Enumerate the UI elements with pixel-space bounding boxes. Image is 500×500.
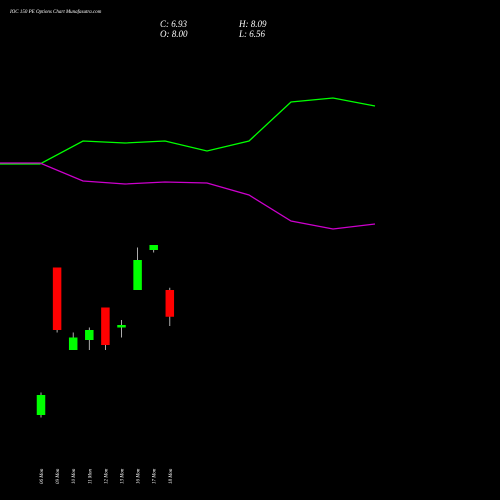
x-tick-label: 06 Mon bbox=[40, 468, 45, 484]
close-value: C: 6.93 bbox=[160, 19, 187, 29]
candle-body bbox=[149, 245, 158, 250]
low-value: L: 6.56 bbox=[239, 29, 266, 39]
x-tick-label: 13 Mon bbox=[121, 468, 126, 484]
high-value: H: 8.09 bbox=[239, 19, 267, 29]
x-tick-label: 16 Mon bbox=[137, 468, 142, 484]
candle-body bbox=[68, 337, 78, 350]
x-tick-label: 11 Mon bbox=[88, 468, 93, 484]
x-tick-label: 18 Mon bbox=[169, 468, 174, 484]
candle-body bbox=[165, 290, 175, 317]
candle-body bbox=[52, 267, 62, 330]
candle-body bbox=[117, 325, 126, 328]
indicator-line-2 bbox=[0, 162, 376, 230]
indicator-line-1 bbox=[0, 97, 376, 165]
candle-body bbox=[133, 260, 142, 290]
x-tick-label: 09 Mon bbox=[56, 468, 61, 484]
chart-title: IOC 150 PE Options Chart Munafasutra.com bbox=[10, 10, 102, 15]
candle-body bbox=[101, 307, 110, 345]
x-tick-label: 17 Mon bbox=[153, 468, 158, 484]
x-tick-label: 12 Mon bbox=[104, 468, 109, 484]
candle-body bbox=[36, 395, 46, 415]
x-tick-label: 10 Mon bbox=[72, 468, 77, 484]
candle-body bbox=[85, 330, 94, 340]
open-value: O: 8.00 bbox=[160, 29, 188, 39]
